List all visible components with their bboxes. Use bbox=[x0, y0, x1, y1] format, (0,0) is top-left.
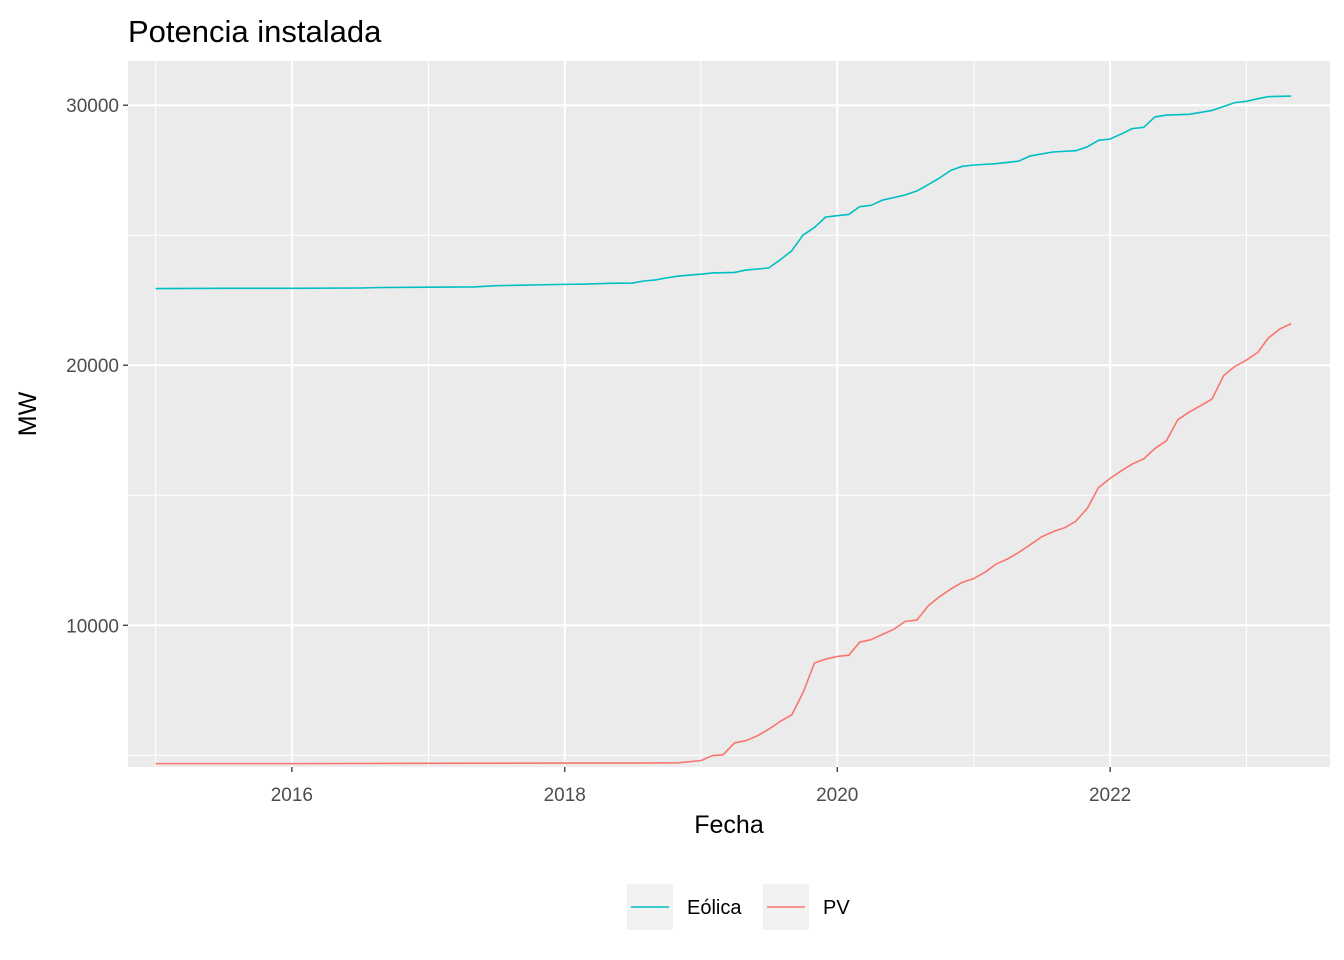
series-lines bbox=[155, 95, 1292, 765]
plot-panel bbox=[128, 61, 1330, 767]
series-line-pv bbox=[155, 322, 1292, 765]
grid-major bbox=[128, 61, 1330, 767]
x-tick-label: 2018 bbox=[544, 785, 586, 806]
legend-label: PV bbox=[823, 897, 850, 919]
legend: Eólica PV bbox=[627, 884, 850, 930]
x-axis-title: Fecha bbox=[694, 811, 764, 839]
x-tick-label: 2022 bbox=[1089, 785, 1131, 806]
y-tick-label: 10000 bbox=[66, 616, 119, 637]
legend-label: Eólica bbox=[687, 897, 742, 919]
series-line-elica bbox=[155, 95, 1292, 290]
y-tick-label: 20000 bbox=[66, 356, 119, 377]
x-axis: 2016 2018 2020 2022 bbox=[271, 767, 1131, 806]
y-axis-title: MW bbox=[14, 391, 42, 436]
y-axis: 10000 20000 30000 bbox=[66, 96, 128, 637]
x-tick-label: 2016 bbox=[271, 785, 313, 806]
grid-minor bbox=[128, 61, 1330, 767]
x-tick-label: 2020 bbox=[816, 785, 858, 806]
chart-title: Potencia instalada bbox=[128, 14, 382, 49]
y-tick-label: 30000 bbox=[66, 96, 119, 117]
